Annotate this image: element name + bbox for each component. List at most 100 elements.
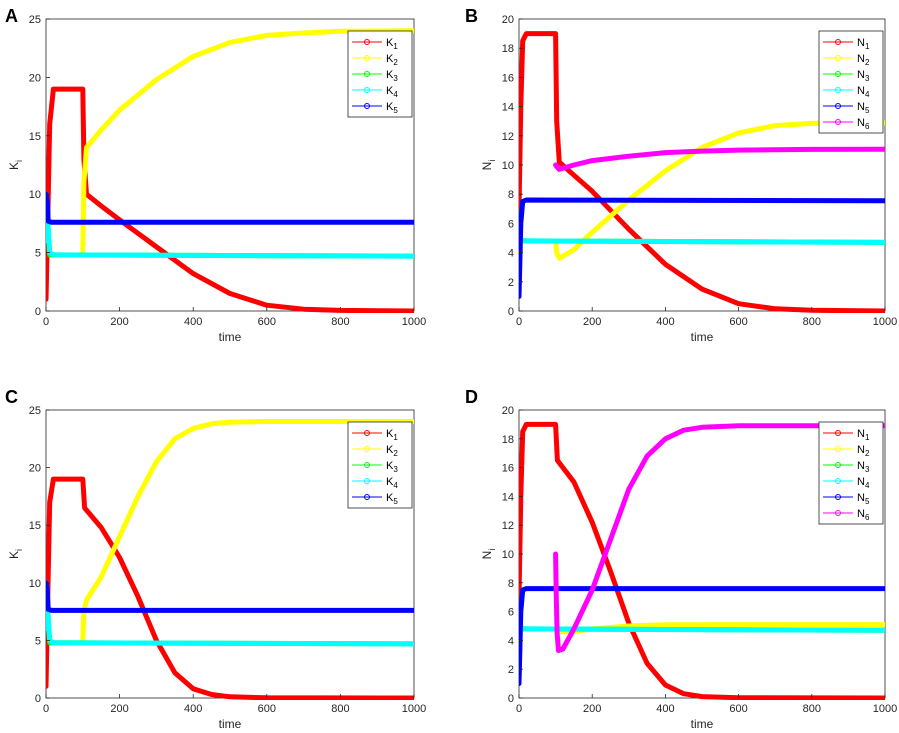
panel-letter: D (465, 387, 478, 407)
legend-label-main: N (857, 444, 865, 456)
x-tick-label: 600 (729, 703, 747, 715)
x-axis-title: time (691, 717, 714, 731)
y-tick-label: 4 (508, 635, 514, 647)
y-tick-label: 5 (35, 635, 41, 647)
legend-marker (835, 87, 841, 93)
legend-label-main: K (386, 460, 394, 472)
legend-label: N3 (857, 69, 870, 83)
legend-label: K4 (386, 85, 398, 99)
y-tick-label: 12 (502, 520, 514, 532)
y-tick-label: 8 (508, 189, 514, 201)
x-tick-label: 400 (656, 703, 674, 715)
x-tick-label: 1000 (873, 316, 897, 328)
y-tick-label: 8 (508, 578, 514, 590)
legend-label-sub: 2 (393, 58, 398, 67)
legend-label-main: N (857, 428, 865, 440)
legend-marker (364, 55, 370, 61)
legend-marker (835, 478, 841, 484)
series-line-n5 (519, 197, 885, 299)
series-line-k1 (46, 86, 414, 313)
y-tick-label: 2 (508, 277, 514, 289)
panel-D: D0 200 400 600 800 100002468101214161820timeN… (465, 387, 897, 731)
x-axis-title: time (691, 330, 714, 344)
y-tick-label: 14 (502, 491, 514, 503)
legend-label: N3 (857, 460, 870, 474)
legend-label: N6 (857, 508, 870, 522)
y-tick-label: 10 (502, 549, 514, 561)
y-tick-label: 4 (508, 248, 514, 260)
legend-marker (364, 494, 370, 500)
legend-label-sub: 3 (865, 74, 870, 83)
legend-label: K2 (386, 444, 398, 458)
panel-letter: A (5, 6, 18, 26)
series-line-k5 (46, 191, 414, 225)
legend-label-sub: 3 (393, 465, 398, 474)
x-tick-label: 0 (516, 316, 522, 328)
legend-label-main: K (386, 476, 394, 488)
y-axis-title-sub: i (14, 160, 24, 162)
y-tick-label: 10 (29, 578, 41, 590)
legend-label-sub: 5 (393, 497, 398, 506)
legend-label-sub: 6 (865, 513, 870, 522)
y-tick-label: 16 (502, 72, 514, 84)
x-tick-label: 600 (258, 703, 276, 715)
y-tick-label: 15 (29, 520, 41, 532)
legend-label-sub: 5 (393, 106, 398, 115)
legend-label: K1 (386, 428, 398, 442)
y-tick-label: 10 (502, 160, 514, 172)
legend-label: N4 (857, 85, 870, 99)
x-tick-label: 400 (184, 703, 202, 715)
series-line-n2 (553, 120, 885, 261)
y-axis-title: Ni (480, 160, 497, 171)
legend-label-sub: 1 (393, 433, 398, 442)
legend-marker (364, 39, 370, 45)
y-tick-label: 6 (508, 607, 514, 619)
legend-label-sub: 3 (393, 74, 398, 83)
series-line-n6 (553, 423, 885, 653)
legend-label-main: N (857, 69, 865, 81)
legend-label-main: K (386, 492, 394, 504)
legend-marker (835, 71, 841, 77)
series-line-n5 (519, 586, 885, 687)
panel-letter: C (5, 387, 18, 407)
legend-label: N4 (857, 476, 870, 490)
y-axis-title-main: N (480, 162, 494, 171)
y-tick-label: 18 (502, 43, 514, 55)
y-tick-label: 6 (508, 218, 514, 230)
legend-label-main: N (857, 460, 865, 472)
x-tick-label: 0 (516, 703, 522, 715)
legend-marker (835, 462, 841, 468)
x-axis-title: time (219, 717, 242, 731)
y-tick-label: 25 (29, 14, 41, 26)
y-axis-title-sub: i (487, 549, 497, 551)
legend-marker (364, 87, 370, 93)
x-tick-label: 800 (803, 703, 821, 715)
series-group (46, 419, 414, 700)
legend-box (818, 421, 884, 525)
x-tick-label: 1000 (873, 703, 897, 715)
series-group (46, 28, 414, 313)
legend-label-main: K (386, 85, 394, 97)
legend-label-sub: 1 (865, 42, 870, 51)
panel-B: B0 200 400 600 800 100002468101214161820timeN… (465, 6, 897, 344)
panel-A: A0 200 400 600 800 10000510152025timeKiK1K2K3… (5, 6, 426, 344)
x-tick-label: 0 (43, 703, 49, 715)
legend-box (818, 30, 884, 134)
y-axis-title-main: K (7, 162, 21, 170)
series-line-k1 (46, 476, 414, 700)
legend-label-main: N (857, 492, 865, 504)
series-line-k2 (80, 419, 414, 643)
y-tick-label: 16 (502, 463, 514, 475)
legend-label-main: N (857, 37, 865, 49)
legend-marker (364, 103, 370, 109)
legend-label-sub: 4 (865, 481, 870, 490)
legend-label: K2 (386, 53, 398, 67)
legend-marker (364, 462, 370, 468)
legend-label-sub: 2 (865, 58, 870, 67)
x-tick-label: 0 (43, 316, 49, 328)
legend-label: K4 (386, 476, 398, 490)
legend-label: K5 (386, 492, 398, 506)
